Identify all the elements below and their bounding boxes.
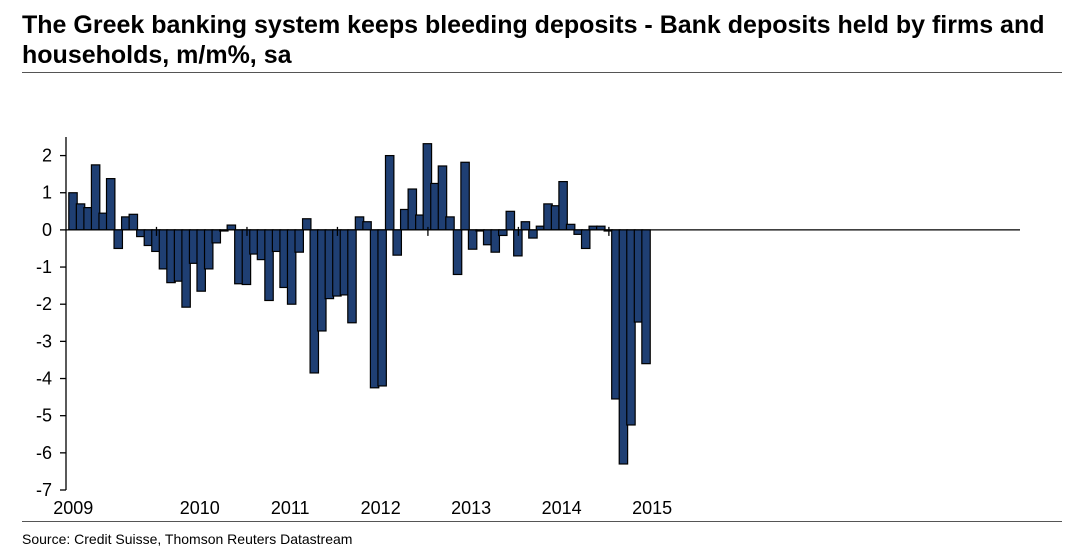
bar <box>113 229 124 250</box>
x-tick-label: 2013 <box>451 498 491 518</box>
source-note: Source: Credit Suisse, Thomson Reuters D… <box>22 531 353 547</box>
x-tick-label: 2011 <box>271 498 310 518</box>
bar <box>528 229 538 239</box>
title-divider <box>22 72 1062 73</box>
y-tick-label: -7 <box>36 480 52 500</box>
y-tick-label: -5 <box>36 406 52 426</box>
bar <box>128 213 139 231</box>
bar <box>347 229 357 324</box>
y-tick-label: -3 <box>36 331 52 351</box>
x-tick-label: 2010 <box>180 498 220 518</box>
bar <box>460 161 470 231</box>
bar <box>377 229 387 387</box>
bar <box>226 224 237 231</box>
y-tick-label: 1 <box>42 183 52 203</box>
bar <box>392 229 403 256</box>
bar <box>641 229 651 365</box>
x-tick-label: 2015 <box>632 498 672 518</box>
bar <box>384 154 395 231</box>
bar <box>211 229 222 244</box>
bar <box>362 221 372 231</box>
bar <box>520 221 531 231</box>
bar <box>467 229 478 250</box>
y-tick-label: 2 <box>42 146 52 166</box>
bar <box>580 229 591 250</box>
bar <box>301 218 312 231</box>
footer-divider <box>22 521 1062 522</box>
bar <box>505 210 516 231</box>
bar <box>497 229 508 237</box>
y-tick-label: -6 <box>36 443 52 463</box>
bar <box>452 229 463 276</box>
y-tick-label: -4 <box>36 369 52 389</box>
bar <box>294 229 304 253</box>
bar <box>558 180 568 231</box>
bar <box>565 223 576 231</box>
y-tick-label: 0 <box>42 220 52 240</box>
x-tick-label: 2014 <box>542 498 582 518</box>
x-tick-label: 2009 <box>53 498 93 518</box>
chart-title: The Greek banking system keeps bleeding … <box>22 11 1045 69</box>
y-tick-label: -1 <box>36 257 52 277</box>
y-tick-label: -2 <box>36 294 52 314</box>
bar <box>105 178 116 231</box>
x-tick-label: 2012 <box>361 498 401 518</box>
bar <box>445 216 455 231</box>
